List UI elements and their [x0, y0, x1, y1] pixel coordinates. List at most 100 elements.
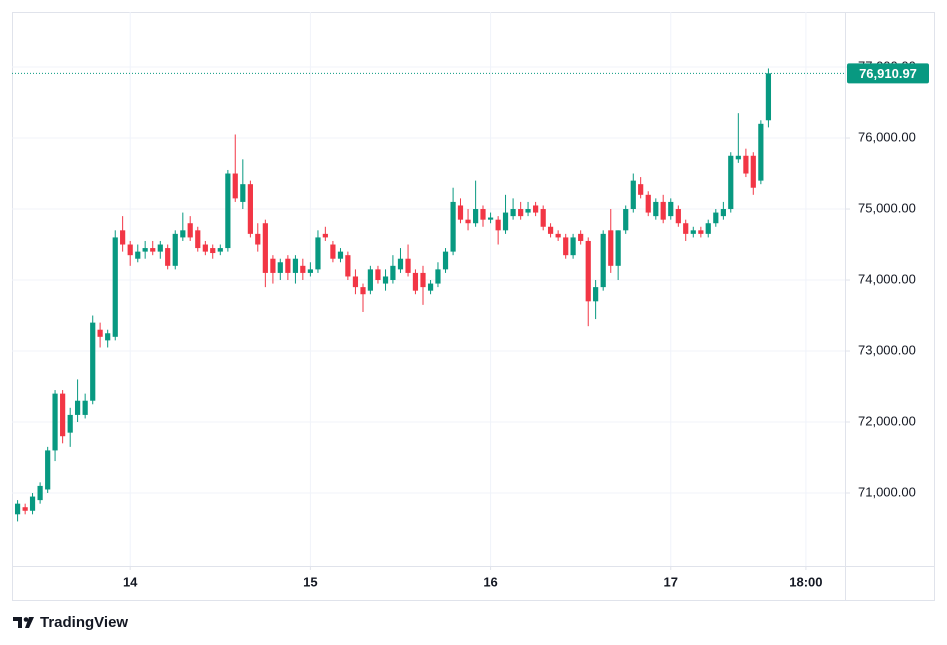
candle-body — [217, 248, 223, 252]
candle-body — [382, 276, 389, 284]
candle-body — [187, 223, 193, 238]
candle-body — [495, 219, 501, 231]
x-tick-label: 16 — [483, 574, 497, 589]
candle-body — [465, 219, 471, 224]
candle-body — [683, 223, 689, 234]
candle-body — [578, 233, 584, 241]
candle-body — [570, 237, 576, 256]
candle-body — [37, 485, 43, 501]
candle-body — [60, 393, 66, 437]
candle-body — [540, 209, 546, 227]
candle-body — [322, 233, 328, 238]
candle-body — [390, 265, 396, 281]
candle-body — [157, 244, 163, 252]
candle-body — [435, 269, 441, 284]
candle-body — [457, 205, 464, 220]
candle-body — [330, 244, 336, 259]
y-tick-label: 73,000.00 — [858, 342, 916, 357]
candle-body — [247, 184, 253, 234]
candle-body — [668, 201, 674, 217]
candle-body — [202, 244, 208, 252]
axes: 71,000.00 72,000.00 73,000.00 74,000.00 75,0… — [12, 58, 929, 589]
price-label-box — [847, 63, 929, 84]
candle-body — [698, 230, 704, 234]
candle-body — [127, 244, 133, 256]
candle-body — [713, 212, 719, 224]
candle-body — [97, 329, 103, 337]
candle-body — [735, 155, 741, 160]
candle-body — [645, 194, 651, 213]
candle-body — [487, 217, 494, 220]
candle-body — [52, 393, 58, 451]
candle-body — [585, 240, 591, 302]
x-tick-label: 18:00 — [789, 574, 822, 589]
candle-body — [360, 287, 366, 295]
candle-body — [623, 209, 629, 231]
candle-body — [630, 180, 636, 210]
chart-frame — [12, 12, 935, 601]
candle-body — [510, 209, 516, 217]
candle-body — [172, 233, 178, 266]
candle-body — [45, 450, 51, 490]
candle-body — [555, 233, 561, 238]
candle-body — [74, 400, 81, 415]
candle-body — [345, 255, 351, 277]
candle-body — [307, 269, 313, 273]
brand-logo — [13, 617, 34, 628]
candle-body — [112, 237, 118, 337]
y-tick-label: 71,000.00 — [858, 484, 916, 499]
candle-body — [292, 258, 299, 273]
y-tick-label: 74,000.00 — [858, 271, 916, 286]
candle-body — [240, 184, 246, 202]
candle-body — [533, 205, 539, 213]
candle-body — [285, 258, 291, 273]
candle-body — [728, 155, 734, 210]
candle-body — [120, 230, 126, 245]
candle-body — [660, 201, 666, 220]
candle-body — [608, 230, 614, 266]
candle-body — [90, 322, 96, 401]
candle-body — [758, 123, 764, 181]
x-tick-label: 15 — [303, 574, 317, 589]
candle-body — [225, 173, 231, 249]
candle-body — [593, 287, 599, 302]
candle-body — [150, 248, 156, 252]
candle-body — [337, 251, 344, 259]
candle-body — [67, 414, 73, 433]
candle-body — [367, 269, 373, 291]
candle-body — [270, 258, 276, 273]
candle-body — [720, 209, 726, 217]
y-tick-label: 76,000.00 — [858, 129, 916, 144]
candle-body — [82, 400, 88, 415]
candle-body — [232, 173, 238, 199]
candle-body — [615, 230, 621, 266]
candle-body — [765, 73, 772, 121]
candle-body — [195, 230, 201, 249]
candle-body — [600, 233, 606, 288]
candle-body — [473, 209, 479, 224]
candle-body — [22, 507, 28, 511]
candle-body — [547, 226, 554, 234]
y-tick-label: 75,000.00 — [858, 200, 916, 215]
candle-body — [638, 184, 644, 195]
brand-name: TradingView — [40, 614, 128, 631]
candle-body — [743, 155, 749, 174]
candle-body — [397, 258, 404, 270]
candle-body — [405, 258, 411, 273]
candle-body — [255, 233, 261, 245]
candle-body — [653, 201, 659, 217]
candle-body — [262, 223, 268, 273]
candle-body — [135, 251, 141, 259]
candle-body — [450, 201, 456, 252]
grid — [12, 12, 845, 566]
candle-body — [352, 276, 359, 288]
candle-body — [442, 251, 449, 270]
candle-body — [705, 223, 711, 234]
candle-body — [750, 155, 756, 188]
candle-body — [29, 496, 36, 511]
x-tick-label: 14 — [123, 574, 138, 589]
x-tick-label: 17 — [664, 574, 678, 589]
candle-body — [277, 262, 283, 273]
candle-body — [14, 503, 21, 515]
candle-body — [480, 209, 486, 220]
